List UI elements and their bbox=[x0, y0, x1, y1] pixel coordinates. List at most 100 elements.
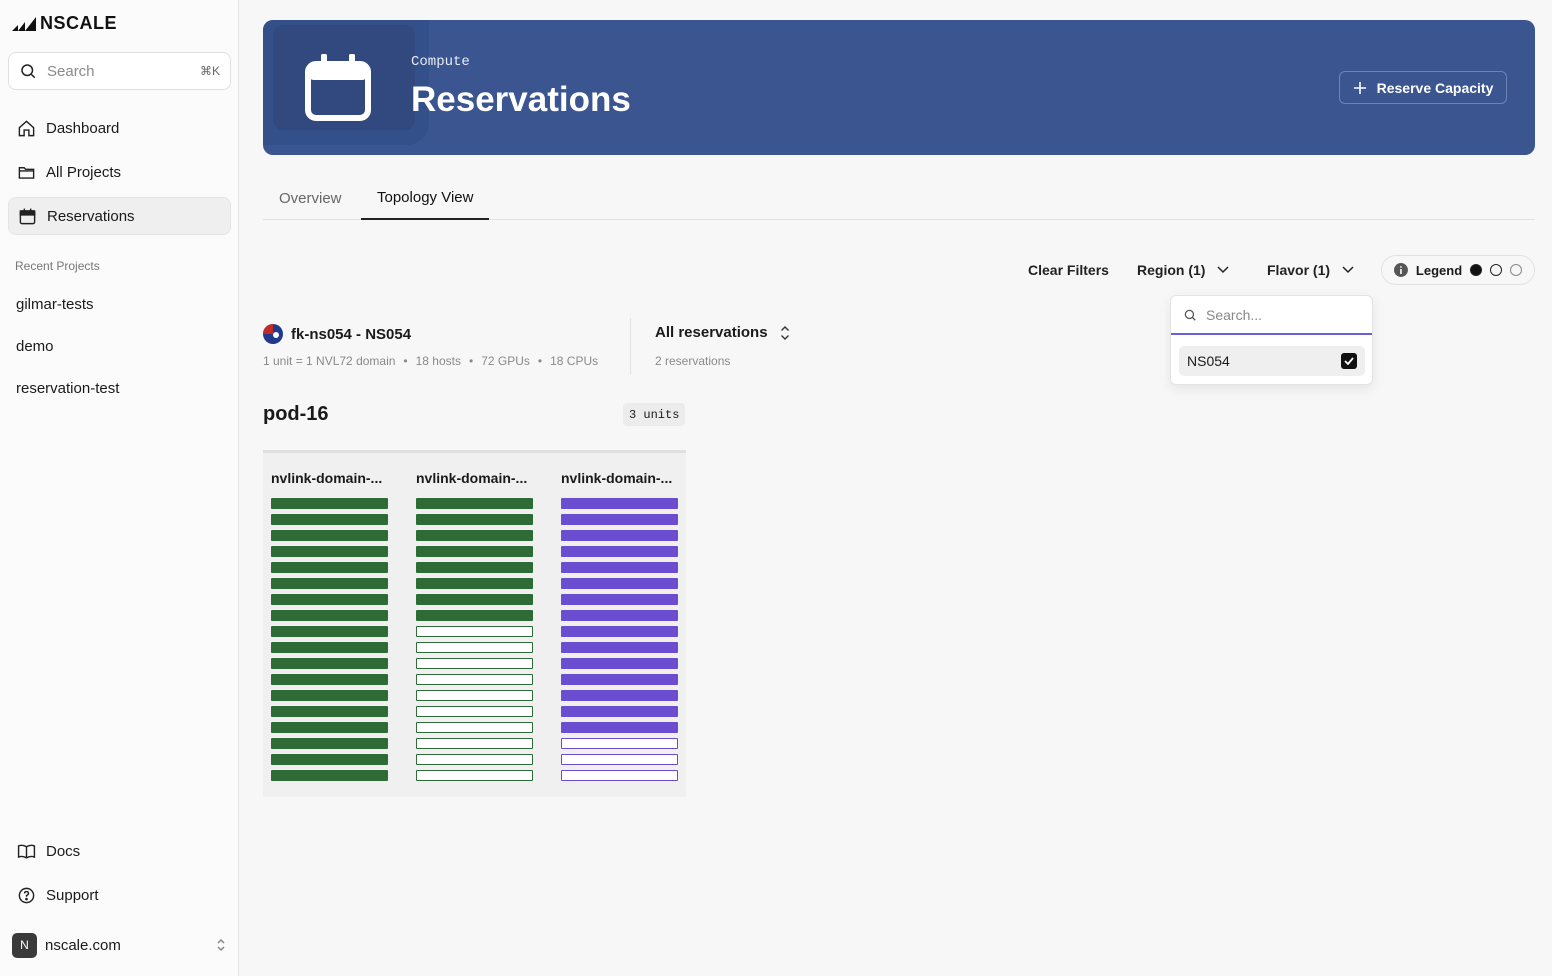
host-slot-reserved[interactable] bbox=[271, 642, 388, 653]
search-icon bbox=[21, 64, 36, 79]
org-switcher[interactable]: N nscale.com bbox=[12, 931, 227, 959]
site-specs: 1 unit = 1 NVL72 domain • 18 hosts • 72 … bbox=[263, 354, 598, 368]
sidebar-item-dashboard[interactable]: Dashboard bbox=[8, 109, 231, 147]
host-slot-reserved[interactable] bbox=[416, 498, 533, 509]
host-slot-reserved[interactable] bbox=[561, 498, 678, 509]
host-slot-reserved[interactable] bbox=[561, 690, 678, 701]
host-slot-reserved[interactable] bbox=[271, 770, 388, 781]
host-slot-reserved[interactable] bbox=[271, 722, 388, 733]
host-slot-reserved[interactable] bbox=[271, 658, 388, 669]
host-slot-reserved[interactable] bbox=[271, 610, 388, 621]
units-badge: 3 units bbox=[623, 403, 686, 426]
dropdown-option-ns054[interactable]: NS054 bbox=[1179, 346, 1365, 376]
host-slot-available[interactable] bbox=[416, 706, 533, 717]
host-slot-available[interactable] bbox=[561, 770, 678, 781]
folder-icon bbox=[18, 166, 35, 179]
recent-project-link[interactable]: demo bbox=[16, 338, 54, 355]
sidebar-item-all-projects[interactable]: All Projects bbox=[8, 153, 231, 191]
host-slot-reserved[interactable] bbox=[271, 594, 388, 605]
org-name: nscale.com bbox=[45, 936, 121, 954]
dropdown-search-input[interactable]: Search... bbox=[1171, 296, 1372, 335]
host-slot-reserved[interactable] bbox=[561, 578, 678, 589]
host-slot-reserved[interactable] bbox=[271, 738, 388, 749]
sidebar-item-reservations[interactable]: Reservations bbox=[8, 197, 231, 235]
host-slot-reserved[interactable] bbox=[561, 626, 678, 637]
region-flag-icon bbox=[263, 324, 283, 344]
host-slot-available[interactable] bbox=[416, 690, 533, 701]
search-input[interactable]: Search ⌘K bbox=[8, 52, 231, 90]
domain-column-title[interactable]: nvlink-domain-... bbox=[416, 470, 528, 486]
reserve-capacity-button[interactable]: Reserve Capacity bbox=[1339, 71, 1507, 104]
host-slot-reserved[interactable] bbox=[271, 530, 388, 541]
brand-logo[interactable]: NSCALE bbox=[12, 13, 117, 34]
host-slot-reserved[interactable] bbox=[416, 514, 533, 525]
host-slot-reserved[interactable] bbox=[561, 562, 678, 573]
host-slot-reserved[interactable] bbox=[561, 706, 678, 717]
chevron-down-icon bbox=[1342, 266, 1354, 274]
plus-icon bbox=[1353, 81, 1366, 94]
host-slot-reserved[interactable] bbox=[561, 514, 678, 525]
domain-column-title[interactable]: nvlink-domain-... bbox=[271, 470, 383, 486]
page-title: Reservations bbox=[411, 80, 631, 119]
host-slot-reserved[interactable] bbox=[561, 642, 678, 653]
domain-column-title[interactable]: nvlink-domain-... bbox=[561, 470, 673, 486]
host-slot-reserved[interactable] bbox=[271, 706, 388, 717]
host-slot-available[interactable] bbox=[416, 738, 533, 749]
recent-project-link[interactable]: gilmar-tests bbox=[16, 296, 94, 313]
tab-topology-view[interactable]: Topology View bbox=[361, 176, 490, 220]
reservation-selector[interactable]: All reservations 2 reservations bbox=[655, 324, 790, 368]
host-slot-available[interactable] bbox=[416, 626, 533, 637]
calendar-icon bbox=[19, 208, 36, 224]
host-slot-reserved[interactable] bbox=[271, 578, 388, 589]
sidebar-item-label: Reservations bbox=[47, 207, 135, 225]
legend-button[interactable]: Legend bbox=[1381, 255, 1535, 285]
search-placeholder: Search bbox=[47, 62, 95, 80]
host-slot-reserved[interactable] bbox=[561, 546, 678, 557]
host-slot-available[interactable] bbox=[561, 738, 678, 749]
host-slot-reserved[interactable] bbox=[561, 658, 678, 669]
reservation-select-value: All reservations bbox=[655, 324, 768, 341]
host-slot-available[interactable] bbox=[561, 754, 678, 765]
host-slot-reserved[interactable] bbox=[561, 722, 678, 733]
separator-dot: • bbox=[403, 354, 408, 368]
flavor-filter-dropdown[interactable]: Flavor (1) bbox=[1267, 258, 1354, 282]
host-slot-reserved[interactable] bbox=[561, 674, 678, 685]
host-slot-reserved[interactable] bbox=[416, 562, 533, 573]
host-slot-reserved[interactable] bbox=[271, 626, 388, 637]
host-slot-reserved[interactable] bbox=[416, 594, 533, 605]
reservation-count: 2 reservations bbox=[655, 354, 731, 368]
host-slot-available[interactable] bbox=[416, 642, 533, 653]
host-slot-available[interactable] bbox=[416, 722, 533, 733]
host-slot-reserved[interactable] bbox=[271, 690, 388, 701]
host-slot-reserved[interactable] bbox=[271, 674, 388, 685]
sidebar-item-docs[interactable]: Docs bbox=[8, 832, 231, 870]
host-slot-reserved[interactable] bbox=[561, 594, 678, 605]
clear-filters-label: Clear Filters bbox=[1028, 262, 1109, 278]
reserve-capacity-label: Reserve Capacity bbox=[1376, 79, 1494, 96]
host-slot-reserved[interactable] bbox=[271, 754, 388, 765]
host-slot-reserved[interactable] bbox=[271, 514, 388, 525]
host-slot-reserved[interactable] bbox=[271, 546, 388, 557]
host-slot-reserved[interactable] bbox=[416, 578, 533, 589]
region-filter-dropdown[interactable]: Region (1) bbox=[1137, 258, 1229, 282]
recent-project-link[interactable]: reservation-test bbox=[16, 380, 120, 397]
tab-overview[interactable]: Overview bbox=[279, 189, 342, 207]
clear-filters-button[interactable]: Clear Filters bbox=[1028, 258, 1109, 282]
host-slot-available[interactable] bbox=[416, 674, 533, 685]
host-slot-reserved[interactable] bbox=[271, 498, 388, 509]
host-slot-reserved[interactable] bbox=[561, 610, 678, 621]
host-slot-reserved[interactable] bbox=[416, 530, 533, 541]
host-slot-available[interactable] bbox=[416, 658, 533, 669]
sidebar-item-support[interactable]: Support bbox=[8, 876, 231, 914]
search-shortcut: ⌘K bbox=[199, 64, 220, 78]
checkbox-checked-icon[interactable] bbox=[1341, 353, 1357, 369]
host-slot-reserved[interactable] bbox=[416, 546, 533, 557]
host-slot-reserved[interactable] bbox=[271, 562, 388, 573]
host-slot-available[interactable] bbox=[416, 754, 533, 765]
sidebar-item-label: Docs bbox=[46, 842, 81, 860]
region-dropdown-menu: Search... NS054 bbox=[1170, 295, 1373, 385]
host-slot-reserved[interactable] bbox=[561, 530, 678, 541]
host-slot-reserved[interactable] bbox=[416, 610, 533, 621]
page-header: Compute Reservations Reserve Capacity bbox=[263, 20, 1535, 155]
host-slot-available[interactable] bbox=[416, 770, 533, 781]
